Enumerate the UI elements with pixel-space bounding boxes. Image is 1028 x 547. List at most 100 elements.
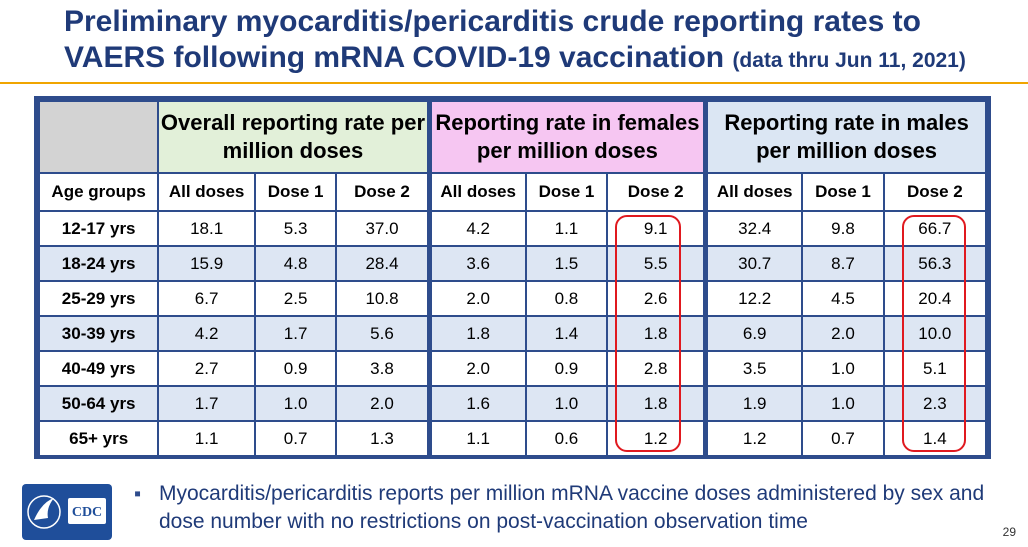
rate-cell: 8.7 xyxy=(801,245,885,282)
rates-table: Overall reporting rate per million doses… xyxy=(34,96,991,459)
blank-header xyxy=(37,100,160,174)
rate-cell: 1.7 xyxy=(157,385,256,422)
rate-cell: 1.0 xyxy=(801,385,885,422)
group-overall: Overall reporting rate per million doses xyxy=(157,100,431,174)
table-row: 12-17 yrs 18.1 5.3 37.0 4.2 1.1 9.1 32.4 9.8 66.7 xyxy=(37,210,988,247)
rate-cell: 1.1 xyxy=(524,210,609,247)
column-header: All doses xyxy=(703,172,804,212)
bullet-text: Myocarditis/pericarditis reports per mil… xyxy=(159,482,985,533)
rate-cell: 1.5 xyxy=(524,245,609,282)
rate-cell: 4.5 xyxy=(801,280,885,317)
rate-cell: 1.1 xyxy=(426,420,527,457)
column-header: All doses xyxy=(157,172,256,212)
rate-cell: 6.9 xyxy=(703,315,804,352)
rate-cell: 30.7 xyxy=(703,245,804,282)
column-header: Dose 2 xyxy=(882,172,988,212)
rate-cell: 28.4 xyxy=(335,245,431,282)
column-header-row: Age groups All doses Dose 1 Dose 2 All doses… xyxy=(37,172,988,212)
group-females: Reporting rate in females per million do… xyxy=(426,100,707,174)
column-header: Dose 1 xyxy=(801,172,885,212)
rate-cell: 1.8 xyxy=(606,385,707,422)
rate-cell: 12.2 xyxy=(703,280,804,317)
rate-cell: 2.0 xyxy=(801,315,885,352)
rate-cell: 2.0 xyxy=(335,385,431,422)
rate-cell: 15.9 xyxy=(157,245,256,282)
rate-cell: 1.8 xyxy=(426,315,527,352)
column-header: Dose 2 xyxy=(606,172,707,212)
rate-cell: 5.3 xyxy=(253,210,338,247)
title-divider xyxy=(0,82,1028,84)
rate-cell: 0.7 xyxy=(801,420,885,457)
table-row: 40-49 yrs 2.7 0.9 3.8 2.0 0.9 2.8 3.5 1.0 5.1 xyxy=(37,350,988,387)
rate-cell: 2.6 xyxy=(606,280,707,317)
rate-cell: 2.7 xyxy=(157,350,256,387)
rate-cell: 37.0 xyxy=(335,210,431,247)
female-dose2-highlight xyxy=(615,215,681,452)
column-header: Dose 1 xyxy=(524,172,609,212)
rate-cell: 32.4 xyxy=(703,210,804,247)
rate-cell: 18.1 xyxy=(157,210,256,247)
page-number: 29 xyxy=(1002,525,1016,539)
rate-cell: 5.1 xyxy=(882,350,988,387)
age-group-cell: 65+ yrs xyxy=(37,420,160,457)
rate-cell: 1.6 xyxy=(426,385,527,422)
table-row: 25-29 yrs 6.7 2.5 10.8 2.0 0.8 2.6 12.2 4.5 20.4 xyxy=(37,280,988,317)
rate-cell: 2.0 xyxy=(426,350,527,387)
table-row: 18-24 yrs 15.9 4.8 28.4 3.6 1.5 5.5 30.7 8.7 56.3 xyxy=(37,245,988,282)
rate-cell: 1.0 xyxy=(801,350,885,387)
rate-cell: 1.4 xyxy=(524,315,609,352)
hhs-eagle-icon xyxy=(27,495,61,529)
rate-cell: 6.7 xyxy=(157,280,256,317)
table-row: 50-64 yrs 1.7 1.0 2.0 1.6 1.0 1.8 1.9 1.0 2.3 xyxy=(37,385,988,422)
rate-cell: 10.8 xyxy=(335,280,431,317)
rate-cell: 10.0 xyxy=(882,315,988,352)
age-group-cell: 12-17 yrs xyxy=(37,210,160,247)
rate-cell: 1.7 xyxy=(253,315,338,352)
rate-cell: 0.9 xyxy=(524,350,609,387)
rate-cell: 3.8 xyxy=(335,350,431,387)
rate-cell: 1.1 xyxy=(157,420,256,457)
column-header: Dose 1 xyxy=(253,172,338,212)
slide-title-main: Preliminary myocarditis/pericarditis cru… xyxy=(64,5,921,74)
rate-cell: 1.2 xyxy=(703,420,804,457)
rate-cell: 4.8 xyxy=(253,245,338,282)
rate-cell: 1.0 xyxy=(524,385,609,422)
rate-cell: 1.0 xyxy=(253,385,338,422)
age-group-cell: 50-64 yrs xyxy=(37,385,160,422)
rate-cell: 0.7 xyxy=(253,420,338,457)
rate-cell: 5.6 xyxy=(335,315,431,352)
rate-cell: 0.8 xyxy=(524,280,609,317)
rate-cell: 4.2 xyxy=(157,315,256,352)
group-males: Reporting rate in males per million dose… xyxy=(703,100,988,174)
logo-text: CDC xyxy=(72,505,102,520)
rate-cell: 1.3 xyxy=(335,420,431,457)
column-header: Age groups xyxy=(37,172,160,212)
male-dose2-highlight xyxy=(902,215,966,452)
slide-title: Preliminary myocarditis/pericarditis cru… xyxy=(64,4,1014,79)
bullet-marker-icon: ▪ xyxy=(134,483,142,505)
rate-cell: 3.5 xyxy=(703,350,804,387)
rate-cell: 3.6 xyxy=(426,245,527,282)
age-group-cell: 25-29 yrs xyxy=(37,280,160,317)
slide-title-sub: (data thru Jun 11, 2021) xyxy=(732,49,966,72)
age-group-cell: 40-49 yrs xyxy=(37,350,160,387)
age-group-cell: 18-24 yrs xyxy=(37,245,160,282)
table-row: 65+ yrs 1.1 0.7 1.3 1.1 0.6 1.2 1.2 0.7 1.4 xyxy=(37,420,988,457)
bullet-point: ▪ Myocarditis/pericarditis reports per m… xyxy=(134,480,1004,536)
rate-cell: 1.8 xyxy=(606,315,707,352)
rate-cell: 5.5 xyxy=(606,245,707,282)
group-header-row: Overall reporting rate per million doses… xyxy=(37,100,988,174)
logo: CDC xyxy=(22,484,112,540)
age-group-cell: 30-39 yrs xyxy=(37,315,160,352)
table-row: 30-39 yrs 4.2 1.7 5.6 1.8 1.4 1.8 6.9 2.0 10.0 xyxy=(37,315,988,352)
rate-cell: 0.9 xyxy=(253,350,338,387)
rate-cell: 2.0 xyxy=(426,280,527,317)
rate-cell: 56.3 xyxy=(882,245,988,282)
rate-cell: 20.4 xyxy=(882,280,988,317)
rate-cell: 4.2 xyxy=(426,210,527,247)
rate-cell: 2.3 xyxy=(882,385,988,422)
rate-cell: 2.5 xyxy=(253,280,338,317)
column-header: All doses xyxy=(426,172,527,212)
rate-cell: 1.9 xyxy=(703,385,804,422)
rate-cell: 2.8 xyxy=(606,350,707,387)
